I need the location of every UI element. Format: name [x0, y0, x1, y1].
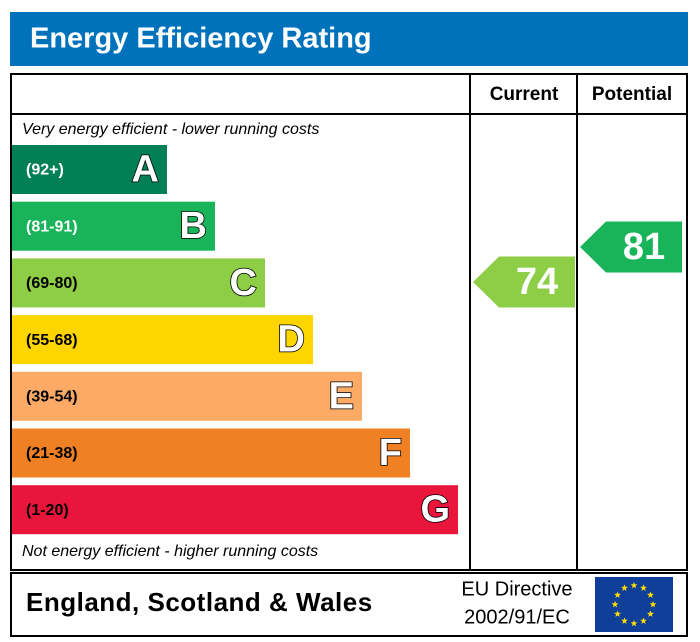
band-range: (55-68) [26, 332, 78, 349]
eu-star [647, 591, 654, 598]
band-bar [12, 428, 410, 478]
eu-star [614, 610, 621, 617]
band-letter: D [278, 319, 305, 361]
eu-star [611, 600, 619, 608]
band-bar [12, 258, 265, 308]
band-range: (1-20) [26, 502, 69, 519]
rating-arrow [473, 256, 575, 308]
rating-arrow [580, 221, 682, 273]
eu-star [647, 610, 654, 617]
eu-star [621, 617, 628, 624]
footer-region: England, Scotland & Wales [26, 587, 373, 617]
band-bar [12, 371, 362, 421]
band-letter: F [379, 432, 402, 474]
band-range: (92+) [26, 162, 64, 179]
main-frame [10, 73, 688, 571]
band-range: (21-38) [26, 445, 78, 462]
eu-star [649, 600, 657, 608]
column-header: Current [490, 84, 559, 105]
eu-stars [611, 581, 657, 627]
eu-star [621, 584, 628, 591]
footer-directive: 2002/91/EC [464, 606, 570, 628]
band-bar [12, 145, 167, 194]
title-bar [10, 12, 688, 66]
top-note: Very energy efficient - lower running co… [22, 121, 319, 138]
column-header: Potential [592, 84, 672, 105]
footer-frame [10, 572, 688, 637]
eu-star [640, 584, 647, 591]
band-letter: G [420, 489, 450, 531]
band-range: (39-54) [26, 389, 78, 406]
rating-value: 74 [516, 261, 558, 303]
band-bar [12, 315, 313, 365]
rating-value: 81 [623, 226, 665, 268]
band-range: (69-80) [26, 275, 78, 292]
eu-star [630, 619, 638, 627]
title: Energy Efficiency Rating [30, 23, 372, 55]
bottom-note: Not energy efficient - higher running co… [22, 543, 318, 560]
band-bar [12, 485, 458, 535]
band-letter: C [230, 262, 257, 304]
footer-directive: EU Directive [461, 578, 572, 600]
band-letter: E [329, 375, 354, 417]
band-letter: B [180, 205, 207, 247]
eu-star [614, 591, 621, 598]
eu-star [640, 617, 647, 624]
band-range: (81-91) [26, 218, 78, 235]
band-bar [12, 201, 215, 251]
eu-star [630, 581, 638, 589]
band-letter: A [132, 149, 159, 191]
